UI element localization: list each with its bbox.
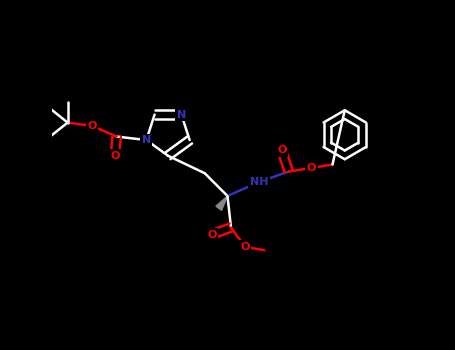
Text: O: O	[207, 230, 217, 239]
Text: NH: NH	[250, 177, 268, 187]
Text: O: O	[307, 163, 316, 173]
Text: O: O	[87, 121, 97, 131]
Text: N: N	[177, 110, 186, 120]
Text: N: N	[142, 135, 151, 145]
Polygon shape	[216, 196, 228, 210]
Text: O: O	[110, 151, 120, 161]
Text: O: O	[277, 146, 287, 155]
Text: O: O	[240, 242, 250, 252]
